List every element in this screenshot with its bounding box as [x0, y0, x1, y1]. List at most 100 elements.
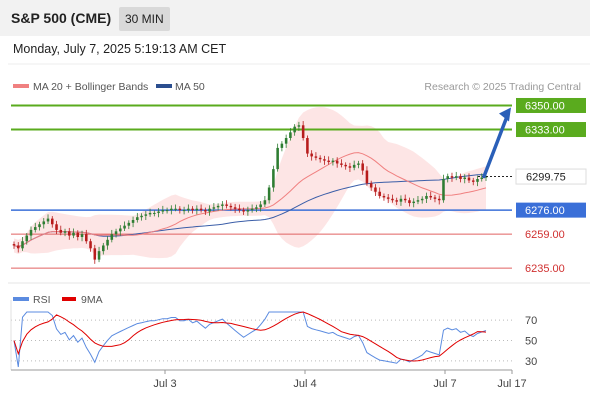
candle-body — [153, 212, 156, 214]
candle-body — [480, 177, 484, 180]
level-label-6333.00: 6333.00 — [525, 125, 565, 137]
candle-body — [97, 251, 101, 260]
candle-body — [246, 210, 250, 212]
candle-body — [68, 231, 71, 236]
candle-body — [454, 176, 458, 178]
ma20-line — [13, 152, 487, 248]
candle-body — [229, 205, 233, 208]
candle-body — [42, 221, 46, 225]
candle-body — [284, 138, 288, 144]
candle-body — [412, 201, 415, 204]
candle-body — [212, 207, 216, 209]
candle-body — [33, 227, 37, 230]
candle-body — [191, 208, 194, 211]
candle-body — [46, 218, 50, 222]
candle-body — [72, 232, 75, 236]
candle-body — [293, 126, 296, 133]
candle-body — [276, 147, 279, 170]
candle-body — [178, 208, 182, 211]
rsi-legend-swatch — [13, 297, 29, 301]
chart-header: S&P 500 (CME) 30 MIN — [0, 0, 590, 36]
candle-body — [187, 208, 190, 211]
candle-body — [165, 210, 169, 212]
candle-body — [437, 198, 441, 201]
candle-body — [123, 225, 126, 229]
level-label-6350.00: 6350.00 — [525, 100, 565, 112]
candle-body — [136, 217, 139, 221]
candle-body — [12, 244, 16, 246]
research-credit: Research © 2025 Trading Central — [424, 81, 581, 93]
candle-body — [25, 235, 29, 242]
candle-body — [450, 176, 454, 178]
candle-body — [182, 210, 186, 212]
candle-body — [348, 166, 352, 168]
candle-body — [102, 245, 105, 252]
candle-body — [361, 163, 364, 171]
candle-body — [382, 195, 386, 198]
candle-body — [204, 210, 207, 212]
candle-body — [80, 234, 84, 237]
candle-body — [221, 204, 224, 206]
candle-body — [408, 200, 411, 204]
rsi-line — [13, 311, 487, 368]
level-tag-6276.00 — [516, 202, 586, 218]
candle-body — [335, 160, 339, 164]
candle-body — [55, 224, 58, 230]
candle-body — [225, 204, 228, 206]
candle-body — [233, 207, 237, 209]
candle-body — [127, 222, 131, 226]
candle-body — [306, 138, 309, 154]
candle-body — [297, 125, 301, 127]
candle-body — [76, 232, 80, 237]
candle-body — [391, 198, 394, 201]
candle-body — [119, 228, 122, 232]
x-tick-label: Jul 3 — [153, 378, 176, 390]
level-label-6276.00: 6276.00 — [525, 205, 565, 217]
candle-body — [89, 241, 92, 249]
ma50-legend-label: MA 50 — [175, 81, 205, 93]
candle-body — [21, 241, 24, 249]
candle-body — [331, 160, 335, 163]
main-legend: MA 20 + Bollinger Bands MA 50 Research ©… — [13, 81, 581, 93]
candle-body — [267, 187, 271, 201]
candle-body — [463, 177, 467, 180]
candle-body — [467, 177, 471, 181]
candle-body — [318, 157, 322, 160]
candle-body — [369, 183, 373, 188]
level-tag-6350.00 — [516, 97, 586, 113]
candle-body — [327, 160, 330, 163]
candle-body — [425, 195, 428, 199]
candle-body — [195, 208, 199, 211]
projection-arrowhead — [499, 107, 511, 122]
ma20-legend-label: MA 20 + Bollinger Bands — [33, 81, 148, 93]
level-label-6259.00: 6259.00 — [525, 229, 565, 241]
ma50-legend-swatch — [156, 84, 172, 88]
candle-body — [386, 197, 390, 199]
rsi-tick-50: 50 — [525, 336, 537, 348]
candle-body — [259, 204, 262, 208]
candle-body — [148, 212, 152, 215]
candle-body — [310, 153, 313, 157]
candle-body — [352, 164, 356, 168]
candle-body — [106, 239, 109, 246]
candle-body — [238, 208, 241, 211]
x-tick-label: Jul 7 — [433, 378, 456, 390]
x-tick-label: Jul 4 — [293, 378, 316, 390]
candle-body — [110, 234, 114, 240]
timeframe-badge[interactable]: 30 MIN — [119, 7, 170, 31]
candle-body — [16, 245, 20, 249]
candle-body — [242, 210, 245, 212]
candle-body — [416, 200, 420, 202]
candle-body — [357, 163, 360, 165]
projection-arrow — [482, 114, 509, 179]
candle-body — [301, 125, 305, 139]
candle-body — [144, 214, 148, 216]
ma20-legend-swatch — [13, 84, 29, 88]
rsi-tick-70: 70 — [525, 315, 537, 327]
candle-body — [323, 159, 326, 161]
candle-body — [446, 176, 450, 180]
candle-body — [263, 200, 267, 205]
candle-body — [378, 191, 381, 196]
candle-body — [131, 220, 135, 223]
